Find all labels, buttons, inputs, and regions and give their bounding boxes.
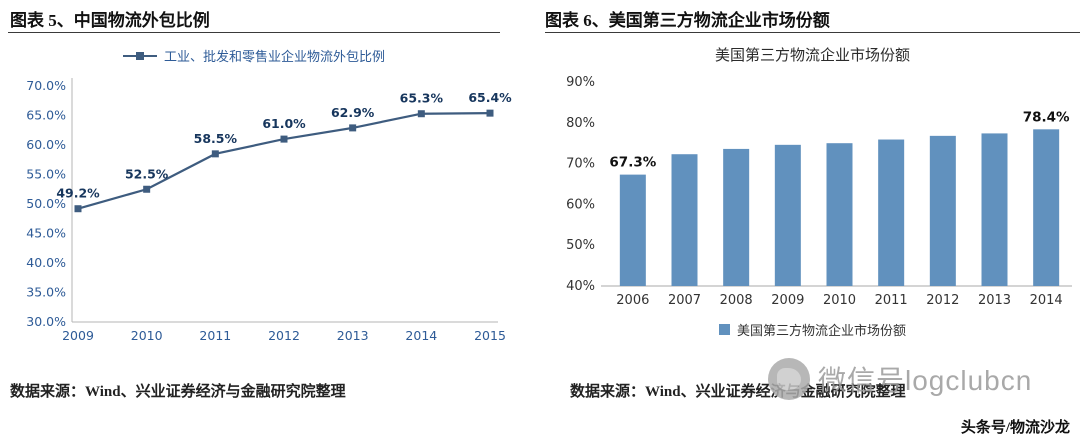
y-tick-label: 70% xyxy=(566,157,595,172)
right-chart-legend: 美国第三方物流企业市场份额 xyxy=(545,320,1080,339)
right-legend-label: 美国第三方物流企业市场份额 xyxy=(736,323,906,338)
x-tick-label: 2012 xyxy=(926,293,959,308)
right-title-rule xyxy=(545,32,1080,33)
data-point-marker xyxy=(211,150,219,158)
left-legend-label: 工业、批发和零售业企业物流外包比例 xyxy=(163,49,385,64)
watermark: 微信号logclubcn xyxy=(768,358,1032,400)
y-tick-label: 45.0% xyxy=(26,226,66,241)
y-tick-label: 80% xyxy=(566,116,595,131)
right-source: 数据来源：Wind、兴业证券经济与金融研究院整理 xyxy=(570,384,906,400)
left-source: 数据来源：Wind、兴业证券经济与金融研究院整理 xyxy=(10,384,346,400)
data-point-label: 65.3% xyxy=(400,91,444,106)
x-tick-label: 2008 xyxy=(720,293,753,308)
y-tick-label: 40.0% xyxy=(26,255,66,270)
x-tick-label: 2011 xyxy=(875,293,908,308)
bar-value-label: 78.4% xyxy=(1023,109,1070,125)
y-tick-label: 60.0% xyxy=(26,137,66,152)
x-tick-label: 2015 xyxy=(474,328,506,343)
y-tick-label: 30.0% xyxy=(26,314,66,329)
x-tick-label: 2010 xyxy=(823,293,856,308)
data-point-label: 49.2% xyxy=(56,186,100,201)
y-tick-label: 90% xyxy=(566,75,595,90)
bar-value-label: 67.3% xyxy=(609,155,656,171)
x-tick-label: 2010 xyxy=(131,328,163,343)
x-tick-label: 2011 xyxy=(199,328,231,343)
x-tick-label: 2014 xyxy=(405,328,437,343)
y-tick-label: 40% xyxy=(566,279,595,294)
bar xyxy=(826,143,853,286)
y-tick-label: 35.0% xyxy=(26,285,66,300)
bar xyxy=(878,139,905,286)
data-point-marker xyxy=(349,124,357,132)
y-tick-label: 70.0% xyxy=(26,78,66,93)
data-point-label: 58.5% xyxy=(194,131,238,146)
data-point-label: 52.5% xyxy=(125,166,169,181)
bar xyxy=(774,144,801,286)
right-chart-heading: 图表 6、美国第三方物流企业市场份额 xyxy=(545,11,830,30)
watermark-hand-logo-icon xyxy=(768,358,810,400)
bar xyxy=(981,133,1008,286)
data-point-marker xyxy=(417,110,425,118)
left-chart-legend: 工业、批发和零售业企业物流外包比例 xyxy=(8,46,500,65)
bar xyxy=(1033,129,1060,286)
bar xyxy=(619,174,646,286)
data-point-marker xyxy=(143,185,151,193)
x-tick-label: 2013 xyxy=(978,293,1011,308)
bar xyxy=(671,154,698,286)
x-tick-label: 2009 xyxy=(771,293,804,308)
bar-chart-title: 美国第三方物流企业市场份额 xyxy=(714,47,910,64)
bar-legend-marker-icon xyxy=(718,324,730,335)
bar xyxy=(723,148,750,286)
data-point-label: 61.0% xyxy=(262,116,306,131)
x-tick-label: 2009 xyxy=(62,328,94,343)
y-tick-label: 55.0% xyxy=(26,167,66,182)
watermark-text: 微信号logclubcn xyxy=(818,365,1033,396)
line-legend-marker-icon xyxy=(122,51,157,60)
y-tick-label: 60% xyxy=(566,197,595,212)
x-tick-label: 2012 xyxy=(268,328,300,343)
y-tick-label: 50.0% xyxy=(26,196,66,211)
left-title-rule xyxy=(8,32,500,33)
bar-chart: 90% 80% 70% 60% 50% 40% 2006 2007 2008 2009 2010 20… xyxy=(566,75,1072,308)
data-point-marker xyxy=(486,109,494,117)
footer-credit: 头条号/物流沙龙 xyxy=(960,420,1070,436)
data-point-label: 65.4% xyxy=(468,90,512,105)
bar xyxy=(929,135,956,286)
line-chart: 70.0% 65.0% 60.0% 55.0% 50.0% 45.0% 40.0% 35.0%… xyxy=(26,78,512,343)
x-tick-label: 2006 xyxy=(616,293,649,308)
x-tick-label: 2014 xyxy=(1030,293,1063,308)
left-chart-heading: 图表 5、中国物流外包比例 xyxy=(10,11,210,30)
x-tick-label: 2013 xyxy=(337,328,369,343)
data-point-marker xyxy=(74,205,82,213)
x-tick-label: 2007 xyxy=(668,293,701,308)
data-point-marker xyxy=(280,135,288,143)
y-tick-label: 50% xyxy=(566,238,595,253)
y-tick-label: 65.0% xyxy=(26,108,66,123)
data-point-label: 62.9% xyxy=(331,105,375,120)
